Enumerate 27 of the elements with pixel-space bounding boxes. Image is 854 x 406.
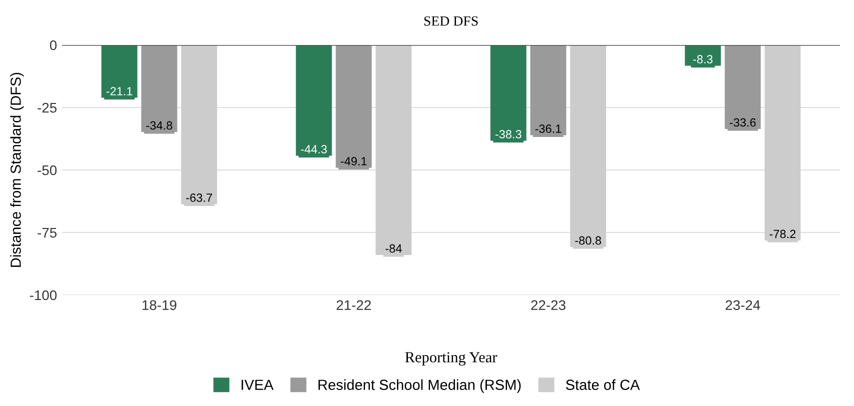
data-label: -33.6 — [730, 118, 756, 127]
data-label: -34.8 — [146, 121, 172, 130]
x-tick-label: 21-22 — [336, 300, 371, 310]
x-axis-title: Reporting Year — [405, 352, 498, 366]
data-label: -80.8 — [575, 236, 602, 245]
data-label: -78.2 — [770, 230, 796, 238]
y-tick-label: -100 — [30, 290, 57, 300]
legend-label: Resident School Median (RSM) — [318, 379, 521, 393]
x-tick-label: 23-24 — [726, 300, 760, 310]
data-label: -21.1 — [106, 87, 132, 96]
legend-label: State of CA — [566, 379, 640, 390]
chart-title: SED DFS — [424, 16, 478, 26]
data-label: -49.1 — [340, 157, 367, 166]
data-label: -8.3 — [693, 55, 713, 64]
x-tick-label: 18-19 — [142, 300, 176, 310]
data-label: -36.1 — [535, 124, 562, 133]
y-tick-label: 0 — [50, 40, 57, 50]
y-tick-label: -50 — [38, 165, 57, 176]
legend-label: IVEA — [242, 380, 274, 390]
data-label: -84 — [386, 244, 402, 253]
data-label: -38.3 — [495, 130, 522, 138]
y-axis-title: Distance from Standard (DFS) — [10, 72, 24, 267]
y-tick-label: -75 — [38, 228, 57, 238]
y-tick-label: -25 — [38, 102, 57, 113]
x-tick-label: 22-23 — [531, 300, 566, 310]
data-label: -44.3 — [300, 145, 327, 154]
data-label: -63.7 — [186, 194, 212, 202]
